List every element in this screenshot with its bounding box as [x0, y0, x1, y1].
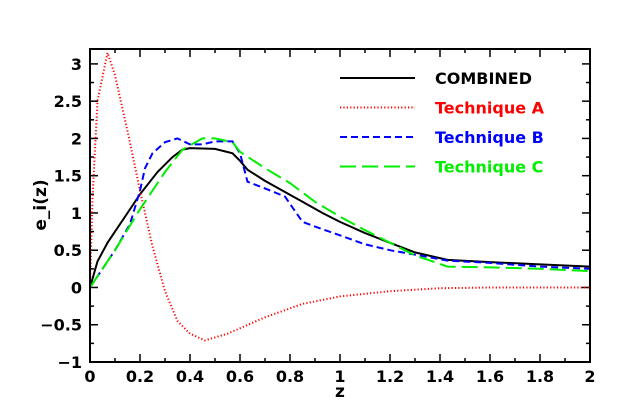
- x-tick-label: 0.8: [276, 367, 304, 386]
- legend-label: Technique C: [435, 158, 543, 177]
- x-tick-label: 1.4: [426, 367, 454, 386]
- x-tick-label: 1.2: [376, 367, 404, 386]
- y-axis-label: e_i(z): [31, 179, 51, 230]
- y-tick-label: 3: [71, 55, 82, 74]
- y-tick-label: 1.5: [54, 167, 82, 186]
- legend-label: Technique A: [435, 99, 545, 118]
- plot-frame: [89, 48, 591, 363]
- x-tick-label: 0.4: [176, 367, 204, 386]
- ticks: [89, 49, 591, 363]
- x-tick-label: 0.6: [226, 367, 254, 386]
- x-tick-label: 2: [584, 367, 595, 386]
- y-tick-label: 0.5: [54, 241, 82, 260]
- tick-labels: 0 0.2 0.4 0.6 0.8 1 1.2 1.4 1.6 1.8 2 −1 −0.5 0 0.5 1 1.…: [40, 55, 595, 386]
- y-tick-label: −0.5: [40, 316, 82, 335]
- legend-label: Technique B: [435, 128, 544, 147]
- x-axis-label: z: [335, 382, 345, 402]
- x-tick-label: 1.8: [526, 367, 554, 386]
- series-line-technique-a: [89, 48, 590, 342]
- x-tick-label: 1: [334, 367, 345, 386]
- x-tick-label: 0: [84, 367, 95, 386]
- series-lines: [89, 48, 591, 342]
- y-tick-label: 1: [71, 204, 82, 223]
- legend-label: COMBINED: [435, 69, 532, 88]
- x-tick-label: 1.6: [476, 367, 504, 386]
- series-line-technique-c: [89, 137, 591, 289]
- y-tick-label: −1: [57, 353, 82, 372]
- y-tick-label: 2: [71, 129, 82, 148]
- y-tick-label: 2.5: [54, 92, 82, 111]
- x-tick-label: 0.2: [126, 367, 154, 386]
- y-tick-label: 0: [71, 278, 82, 297]
- legend: COMBINED Technique A Technique B Technique …: [340, 69, 545, 177]
- series-line-combined: [89, 147, 591, 288]
